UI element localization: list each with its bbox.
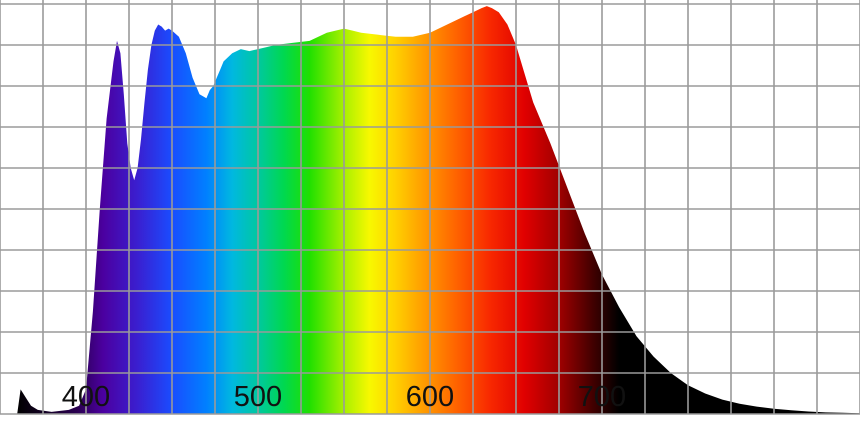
- x-tick-label: 500: [234, 381, 282, 413]
- spectrum-area: [17, 6, 860, 414]
- x-tick-label: 600: [406, 381, 454, 413]
- x-tick-label: 700: [578, 381, 626, 413]
- x-tick-labels: 400 500 600 700: [62, 381, 626, 413]
- x-tick-label: 400: [62, 381, 110, 413]
- spectrum-area-layer: [17, 6, 860, 414]
